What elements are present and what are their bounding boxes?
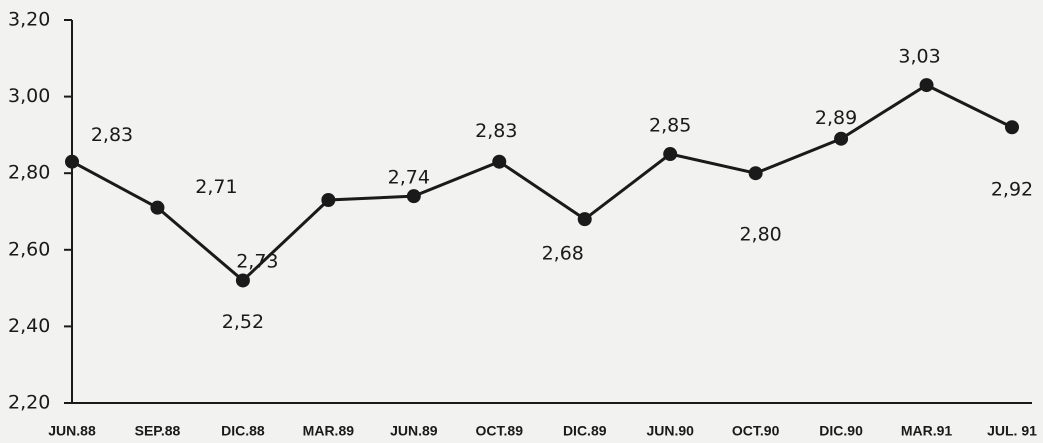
- y-tick-label: 3,00: [8, 85, 50, 107]
- point: [834, 131, 849, 146]
- point: [321, 193, 336, 208]
- point: [919, 78, 934, 93]
- x-tick-label: OCT.89: [476, 423, 524, 439]
- x-tick-label: DIC.89: [563, 423, 607, 439]
- point: [663, 147, 678, 162]
- value-label: 2,83: [475, 120, 517, 142]
- x-tick-label: MAR.89: [303, 423, 355, 439]
- value-label: 2,74: [388, 167, 430, 189]
- line: [71, 83, 1013, 283]
- point: [406, 189, 421, 204]
- x-tick-label: MAR.91: [901, 423, 953, 439]
- value-label: 2,83: [91, 124, 133, 146]
- value-label: 2,73: [236, 251, 278, 273]
- point: [492, 154, 507, 169]
- y-tick-label: 2,80: [8, 162, 50, 184]
- y-tick-label: 3,20: [8, 9, 50, 31]
- x-tick-label: DIC.90: [819, 423, 863, 439]
- y-tick-label: 2,40: [8, 315, 50, 337]
- point: [748, 166, 763, 181]
- value-label: 2,68: [542, 243, 584, 265]
- point: [65, 154, 79, 169]
- point: [577, 212, 592, 227]
- x-tick-label: SEP.88: [135, 423, 181, 439]
- point: [235, 273, 250, 288]
- x-tick-label: OCT.90: [732, 423, 780, 439]
- value-label: 2,89: [815, 107, 857, 129]
- x-tick-label: JUL. 91: [987, 423, 1037, 439]
- x-tick-label: JUN.90: [646, 423, 694, 439]
- value-label: 2,71: [195, 176, 237, 198]
- value-label: 2,52: [222, 311, 264, 333]
- point: [1005, 120, 1019, 135]
- x-tick-label: JUN.88: [48, 423, 96, 439]
- x-tick-label: JUN.89: [390, 423, 438, 439]
- value-label: 2,92: [991, 179, 1033, 201]
- value-label: 2,80: [739, 224, 781, 246]
- y-tick-label: 2,60: [8, 238, 50, 260]
- value-label: 3,03: [898, 46, 940, 68]
- y-tick-label: 2,20: [8, 392, 50, 414]
- x-tick-label: DIC.88: [221, 423, 265, 439]
- value-label: 2,85: [649, 115, 691, 137]
- point: [150, 200, 165, 215]
